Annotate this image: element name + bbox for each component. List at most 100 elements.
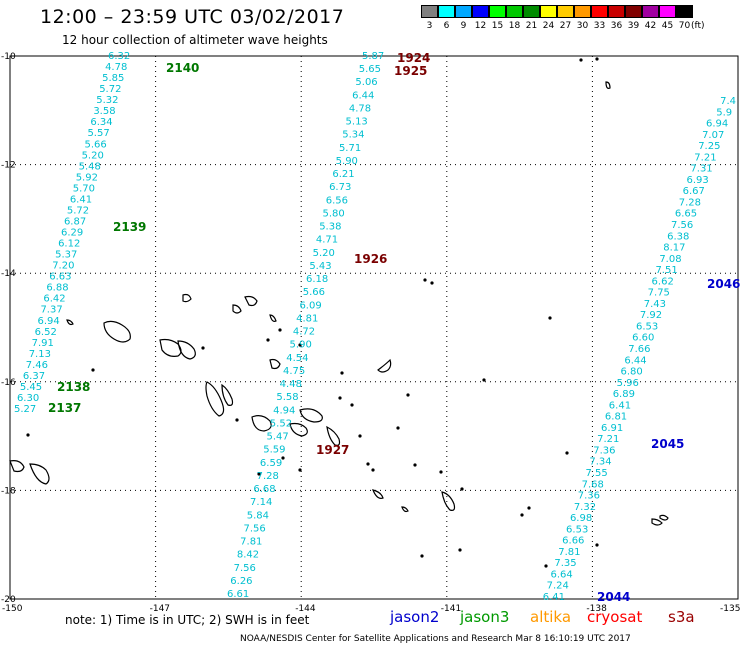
- wave-height-value: 7.31: [690, 164, 712, 175]
- wave-height-value: 7.75: [648, 288, 670, 299]
- scale-label-21: 21: [525, 21, 538, 31]
- islet-dot: [565, 451, 569, 455]
- lat-label: -12: [1, 161, 16, 171]
- wave-height-value: 5.72: [99, 84, 121, 95]
- wave-height-value: 7.36: [593, 445, 615, 456]
- wave-height-value: 6.63: [49, 272, 71, 283]
- wave-height-value: 5.06: [355, 77, 377, 88]
- island-outline: [299, 408, 323, 423]
- wave-height-value: 6.94: [38, 316, 60, 327]
- islet-dot: [527, 506, 531, 510]
- wave-height-value: 6.30: [17, 393, 39, 404]
- island-outline: [205, 381, 225, 417]
- satellite-tracks: 6.324.785.855.725.323.586.345.575.665.20…: [14, 51, 740, 604]
- wave-height-value: 5.45: [20, 382, 42, 393]
- wave-height-value: 7.46: [26, 360, 48, 371]
- island-outline: [659, 514, 669, 521]
- islet-dot: [430, 281, 434, 285]
- lon-label: -135: [720, 604, 740, 614]
- scale-label-18: 18: [508, 21, 521, 31]
- wave-height-value: 5.90: [290, 340, 312, 351]
- pass-label-2045: 2045: [651, 437, 684, 451]
- wave-height-value: 5.59: [263, 445, 285, 456]
- wave-height-value: 6.87: [64, 216, 86, 227]
- scale-swatch-24: [540, 5, 557, 18]
- lat-label: -20: [1, 595, 16, 605]
- wave-height-value: 5.66: [303, 287, 325, 298]
- scale-swatch-30: [574, 5, 591, 18]
- pass-label-1926: 1926: [354, 252, 387, 266]
- island-outline: [232, 304, 242, 314]
- scale-label-12: 12: [474, 21, 487, 31]
- scale-swatch-33: [591, 5, 608, 18]
- islet-dot: [458, 548, 462, 552]
- wave-height-value: 7.56: [243, 523, 265, 534]
- islet-dot: [439, 470, 443, 474]
- pass-label-2138: 2138: [57, 380, 90, 394]
- island-outline: [9, 460, 25, 473]
- wave-height-value: 6.91: [601, 423, 623, 434]
- wave-height-value: 6.62: [652, 276, 674, 287]
- map-frame: [9, 55, 739, 600]
- wave-height-value: 6.68: [253, 484, 275, 495]
- lat-label: -10: [1, 52, 16, 62]
- scale-label-24: 24: [542, 21, 555, 31]
- wave-height-value: 7.91: [32, 338, 54, 349]
- islet-dot: [420, 554, 424, 558]
- wave-height-value: 7.51: [655, 265, 677, 276]
- island-outline: [244, 295, 258, 307]
- wave-height-value: 6.98: [570, 513, 592, 524]
- wave-height-value: 6.81: [605, 412, 627, 423]
- scale-swatch-39: [625, 5, 642, 18]
- islet-dot: [298, 468, 302, 472]
- wave-height-value: 6.64: [551, 569, 573, 580]
- wave-height-value: 5.90: [336, 156, 358, 167]
- wave-height-value: 7.68: [582, 479, 604, 490]
- island-outline: [251, 415, 272, 432]
- wave-height-value: 6.67: [683, 186, 705, 197]
- wave-height-value: 5.37: [55, 250, 77, 261]
- island-outline: [177, 340, 196, 360]
- island-outline: [377, 358, 392, 373]
- scale-swatch-36: [608, 5, 625, 18]
- islet-dot: [201, 346, 205, 350]
- scale-label-15: 15: [491, 21, 504, 31]
- island-outline: [441, 491, 456, 511]
- wave-height-value: 5.66: [85, 139, 107, 150]
- wave-height-value: 5.20: [82, 150, 104, 161]
- wave-height-value: 4.78: [105, 62, 127, 73]
- scale-swatch-3: [421, 5, 438, 18]
- scale-swatch-42: [642, 5, 659, 18]
- wave-height-value: 7.21: [694, 152, 716, 163]
- lat-label: -16: [1, 378, 16, 388]
- wave-height-value: 5.20: [313, 248, 335, 259]
- satellite-cryosat: cryosat: [587, 608, 643, 626]
- wave-height-value: 7.20: [52, 261, 74, 272]
- wave-height-value: 6.12: [58, 239, 80, 250]
- wave-height-value: 4.54: [286, 353, 308, 364]
- wave-height-value: 5.48: [79, 161, 101, 172]
- scale-swatch-21: [523, 5, 540, 18]
- wave-height-value: 6.52: [35, 327, 57, 338]
- islet-dot: [460, 487, 464, 491]
- satellite-s3a: s3a: [668, 608, 695, 626]
- wave-height-value: 5.92: [76, 172, 98, 183]
- wave-height-value: 6.37: [23, 371, 45, 382]
- scale-swatch-6: [438, 5, 455, 18]
- wave-height-value: 4.81: [296, 313, 318, 324]
- wave-height-value: 5.65: [359, 64, 381, 75]
- islet-dot: [266, 338, 270, 342]
- wave-height-value: 5.58: [276, 392, 298, 403]
- island-outline: [605, 81, 611, 89]
- wave-height-value: 6.65: [675, 209, 697, 220]
- satellite-jason2: jason2: [390, 608, 440, 626]
- wave-height-value: 7.24: [547, 581, 569, 592]
- wave-height-value: 6.09: [299, 300, 321, 311]
- islet-dot: [278, 328, 282, 332]
- wave-height-value: 6.44: [352, 90, 374, 101]
- wave-height-value: 6.61: [227, 589, 249, 600]
- scale-label-42: 42: [644, 21, 657, 31]
- wave-height-value: 5.43: [309, 261, 331, 272]
- wave-height-value: 5.27: [14, 404, 36, 415]
- wave-height-value: 6.41: [543, 592, 565, 603]
